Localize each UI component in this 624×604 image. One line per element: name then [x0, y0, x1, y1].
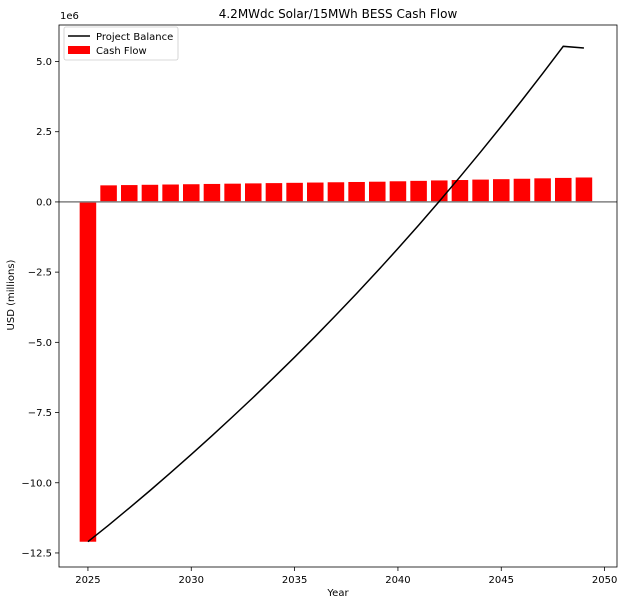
- x-tick-label: 2045: [489, 575, 514, 586]
- y-tick-label: −10.0: [21, 478, 52, 489]
- cash-flow-bar: [451, 180, 469, 202]
- cash-flow-bar: [410, 180, 427, 202]
- x-tick-label: 2030: [179, 575, 204, 586]
- plot-frame: [58, 24, 618, 568]
- cash-flow-bar: [203, 183, 221, 202]
- cash-flow-bar: [431, 180, 448, 202]
- cash-flow-bar: [307, 182, 324, 202]
- y-axis-label: USD (millions): [6, 259, 17, 330]
- cash-flow-bar: [162, 184, 179, 202]
- balance-line-group: [87, 45, 584, 543]
- project-balance-line: [87, 45, 584, 543]
- bar-series: [79, 177, 593, 542]
- cash-flow-bar: [513, 178, 531, 202]
- x-tick-label: 2035: [282, 575, 307, 586]
- x-tick-label: 2040: [385, 575, 410, 586]
- cash-flow-bar: [100, 185, 117, 202]
- cash-flow-bar: [141, 184, 159, 202]
- cash-flow-bar: [555, 177, 572, 202]
- cash-flow-bar: [224, 183, 241, 202]
- cash-flow-bar: [327, 182, 345, 202]
- cash-flow-bar: [79, 201, 97, 542]
- legend-label-balance: Project Balance: [96, 32, 173, 43]
- cash-flow-bar: [493, 179, 510, 202]
- cash-flow-bar: [183, 184, 200, 202]
- legend: Project Balance Cash Flow: [63, 26, 179, 61]
- cash-flow-bar: [534, 178, 551, 202]
- cash-flow-bar: [369, 181, 386, 202]
- cash-flow-bar: [389, 181, 407, 202]
- y-tick-label: 5.0: [36, 57, 52, 68]
- x-tick-label: 2050: [592, 575, 617, 586]
- cash-flow-bar: [245, 183, 262, 202]
- legend-bar-swatch: [68, 46, 90, 54]
- legend-box: [63, 26, 179, 61]
- cash-flow-bar: [575, 177, 593, 202]
- y-axis-offset-text: 1e6: [60, 11, 79, 22]
- cash-flow-bar: [472, 179, 489, 202]
- x-tick-label: 2025: [75, 575, 100, 586]
- y-tick-label: −12.5: [21, 548, 52, 559]
- y-tick-label: 2.5: [36, 127, 52, 138]
- cash-flow-bar: [348, 181, 365, 202]
- y-tick-label: 0.0: [36, 197, 52, 208]
- x-axis-label: Year: [326, 588, 349, 599]
- chart-title: 4.2MWdc Solar/15MWh BESS Cash Flow: [219, 7, 458, 21]
- legend-label-cash-flow: Cash Flow: [96, 46, 147, 57]
- y-tick-label: −7.5: [28, 408, 52, 419]
- y-tick-label: −5.0: [28, 338, 52, 349]
- y-tick-label: −2.5: [28, 268, 52, 279]
- cash-flow-bar: [265, 183, 283, 202]
- x-axis: 2025 2030 2035 2040 2045 2050: [75, 567, 617, 586]
- cash-flow-bar: [286, 182, 303, 202]
- y-axis: −12.5 −10.0 −7.5 −5.0 −2.5 0.0 2.5 5.0: [21, 57, 59, 559]
- cash-flow-bar: [121, 185, 138, 202]
